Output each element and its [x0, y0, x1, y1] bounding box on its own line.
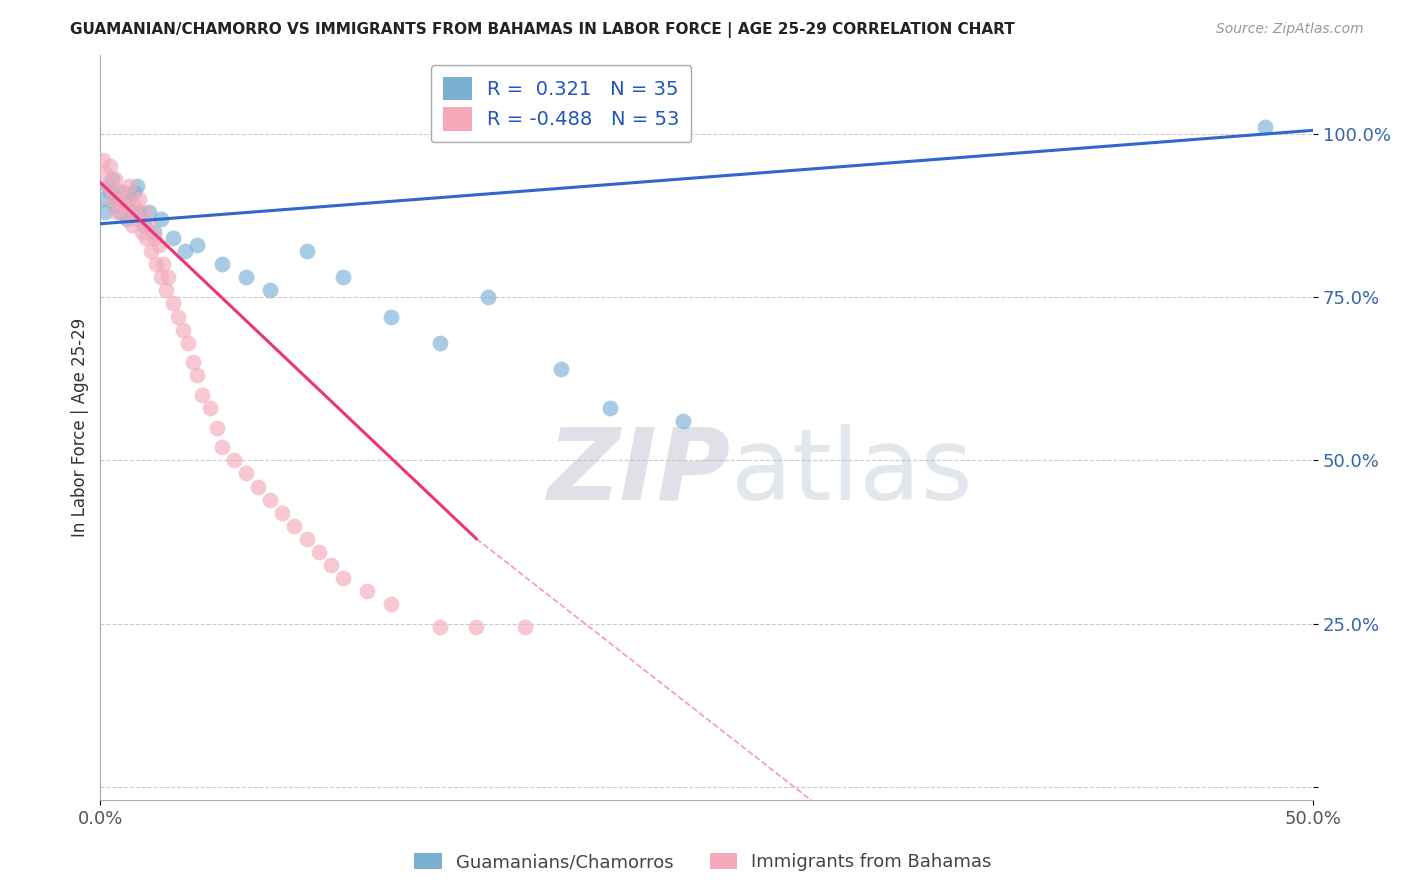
Point [1254, 120, 1277, 134]
Point [114, 198, 136, 212]
Point [124, 186, 146, 200]
Point [155, 284, 177, 298]
Point [104, 172, 127, 186]
Point [513, 620, 536, 634]
Point [429, 620, 451, 634]
Point [135, 231, 157, 245]
Point [118, 192, 141, 206]
Point [465, 620, 488, 634]
Point [124, 198, 146, 212]
Point [181, 355, 204, 369]
Point [295, 532, 318, 546]
Point [115, 205, 138, 219]
Point [671, 414, 693, 428]
Point [125, 211, 148, 226]
Point [98, 186, 121, 200]
Point [186, 368, 208, 383]
Point [380, 597, 402, 611]
Point [550, 362, 572, 376]
Point [295, 244, 318, 259]
Point [211, 257, 233, 271]
Point [128, 205, 150, 219]
Point [108, 186, 131, 200]
Point [91, 192, 114, 206]
Legend: R =  0.321   N = 35, R = -0.488   N = 53: R = 0.321 N = 35, R = -0.488 N = 53 [432, 65, 692, 143]
Point [308, 545, 330, 559]
Point [98, 159, 121, 173]
Point [94, 166, 117, 180]
Point [97, 178, 120, 193]
Point [125, 178, 148, 193]
Point [332, 270, 354, 285]
Text: GUAMANIAN/CHAMORRO VS IMMIGRANTS FROM BAHAMAS IN LABOR FORCE | AGE 25-29 CORRELA: GUAMANIAN/CHAMORRO VS IMMIGRANTS FROM BA… [70, 22, 1015, 38]
Point [259, 492, 281, 507]
Y-axis label: In Labor Force | Age 25-29: In Labor Force | Age 25-29 [72, 318, 89, 537]
Point [429, 335, 451, 350]
Point [138, 205, 160, 219]
Point [114, 192, 136, 206]
Point [152, 257, 174, 271]
Point [121, 205, 143, 219]
Point [150, 211, 173, 226]
Point [157, 270, 180, 285]
Point [101, 192, 124, 206]
Point [145, 257, 167, 271]
Point [111, 198, 134, 212]
Point [105, 192, 128, 206]
Point [142, 225, 165, 239]
Point [477, 290, 499, 304]
Point [141, 244, 163, 259]
Point [191, 388, 214, 402]
Point [235, 270, 257, 285]
Point [162, 231, 184, 245]
Point [121, 218, 143, 232]
Point [186, 237, 208, 252]
Point [118, 178, 141, 193]
Point [104, 198, 127, 212]
Text: Source: ZipAtlas.com: Source: ZipAtlas.com [1216, 22, 1364, 37]
Point [319, 558, 342, 572]
Point [235, 467, 257, 481]
Point [211, 440, 233, 454]
Point [198, 401, 221, 415]
Point [205, 420, 228, 434]
Point [222, 453, 245, 467]
Point [150, 270, 173, 285]
Point [148, 237, 170, 252]
Point [259, 284, 281, 298]
Point [131, 225, 153, 239]
Point [380, 310, 402, 324]
Text: ZIP: ZIP [548, 424, 731, 521]
Point [356, 584, 378, 599]
Point [108, 205, 131, 219]
Point [283, 518, 305, 533]
Point [176, 335, 198, 350]
Point [142, 231, 165, 245]
Text: atlas: atlas [731, 424, 973, 521]
Point [91, 153, 114, 167]
Point [332, 571, 354, 585]
Point [599, 401, 621, 415]
Point [97, 178, 120, 193]
Point [111, 186, 134, 200]
Point [162, 296, 184, 310]
Point [101, 172, 124, 186]
Point [115, 211, 138, 226]
Point [132, 205, 155, 219]
Legend: Guamanians/Chamorros, Immigrants from Bahamas: Guamanians/Chamorros, Immigrants from Ba… [408, 846, 998, 879]
Point [105, 205, 128, 219]
Point [132, 218, 155, 232]
Point [172, 323, 194, 337]
Point [94, 205, 117, 219]
Point [138, 218, 160, 232]
Point [271, 506, 294, 520]
Point [174, 244, 197, 259]
Point [247, 479, 270, 493]
Point [128, 192, 150, 206]
Point [167, 310, 190, 324]
